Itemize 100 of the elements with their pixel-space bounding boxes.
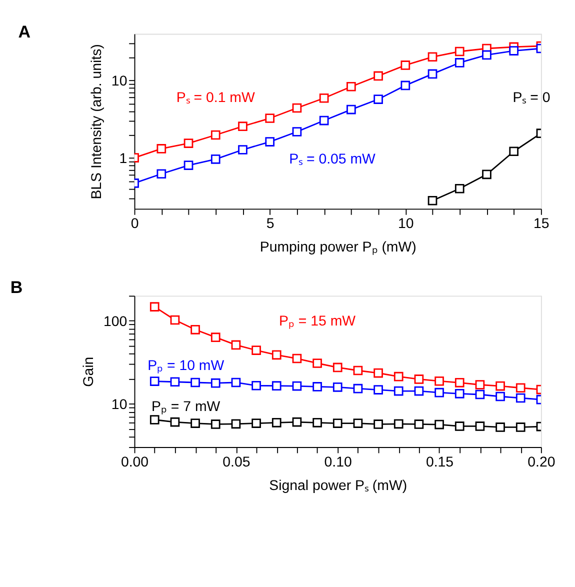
point xyxy=(374,94,383,104)
y-axis-title: BLS Intensity (arb. units) xyxy=(89,44,106,200)
point xyxy=(374,368,383,378)
series-label: Pₚ = 7 mW xyxy=(152,398,221,415)
series-label: Pₚ = 15 mW xyxy=(279,313,356,330)
point xyxy=(374,420,383,429)
point xyxy=(319,116,329,126)
point xyxy=(509,46,519,56)
point xyxy=(156,169,166,179)
point xyxy=(252,346,261,355)
point xyxy=(210,154,220,164)
point xyxy=(184,160,194,170)
point xyxy=(170,315,180,325)
point xyxy=(428,196,438,206)
point xyxy=(292,103,302,113)
point xyxy=(482,50,492,60)
x-tick-label: 10 xyxy=(398,216,414,232)
point xyxy=(184,138,194,148)
point xyxy=(454,58,464,68)
series-label: Pₚ = 10 mW xyxy=(148,358,225,374)
point xyxy=(475,390,485,400)
point xyxy=(434,388,444,398)
point xyxy=(475,380,485,390)
point xyxy=(332,382,342,392)
point xyxy=(265,114,275,123)
y-tick-label: 10 xyxy=(111,74,128,90)
y-tick-label: 100 xyxy=(104,314,128,330)
point xyxy=(346,104,356,114)
point xyxy=(454,422,464,431)
point xyxy=(210,420,220,429)
point xyxy=(400,60,410,70)
point xyxy=(374,385,383,394)
series-label: Pₛ = 0.05 mW xyxy=(289,151,376,168)
point xyxy=(292,127,302,136)
point xyxy=(190,418,200,428)
point xyxy=(400,80,410,90)
point xyxy=(210,378,220,388)
point xyxy=(346,82,356,92)
point xyxy=(150,302,160,312)
point xyxy=(496,381,505,391)
point xyxy=(353,418,363,428)
series-label: Pₛ = 0.1 mW xyxy=(176,90,256,106)
point xyxy=(332,362,342,372)
point xyxy=(252,418,261,428)
point xyxy=(292,417,302,427)
point xyxy=(238,145,248,154)
point xyxy=(394,419,404,429)
x-tick-label: 0 xyxy=(130,216,139,232)
chart-title: B xyxy=(10,278,23,297)
x-tick-label: 0.20 xyxy=(528,454,556,470)
point xyxy=(394,386,404,396)
point xyxy=(454,388,464,398)
point xyxy=(454,184,464,194)
point xyxy=(190,378,200,388)
point xyxy=(374,71,383,81)
point xyxy=(210,130,220,140)
point xyxy=(150,376,160,386)
point xyxy=(509,146,519,156)
point xyxy=(414,374,424,384)
x-axis-title: Signal power Pₛ (mW) xyxy=(269,478,408,494)
point xyxy=(496,422,505,432)
point xyxy=(428,69,438,79)
x-tick-label: 5 xyxy=(266,216,274,232)
series-label: Pₛ = 0 xyxy=(512,90,550,106)
point xyxy=(428,52,438,62)
x-tick-label: 0.15 xyxy=(426,454,454,470)
point xyxy=(170,417,180,427)
point xyxy=(516,383,526,393)
point xyxy=(272,381,282,390)
point xyxy=(292,354,302,364)
point xyxy=(210,332,220,342)
point xyxy=(332,418,342,428)
point xyxy=(482,170,492,180)
x-axis-title: Pumping power Pₚ (mW) xyxy=(260,240,416,256)
point xyxy=(516,422,526,432)
point xyxy=(231,378,241,388)
point xyxy=(353,366,363,376)
point xyxy=(312,382,322,392)
point xyxy=(292,381,302,391)
x-tick-label: 0.10 xyxy=(324,454,352,470)
point xyxy=(150,415,160,424)
y-tick-label: 10 xyxy=(111,396,128,413)
point xyxy=(170,377,180,387)
point xyxy=(272,418,282,428)
point xyxy=(434,420,444,430)
x-tick-label: 0.05 xyxy=(222,454,250,470)
point xyxy=(252,380,261,390)
point xyxy=(414,386,424,396)
point xyxy=(312,418,322,428)
point xyxy=(394,372,404,382)
x-tick-label: 15 xyxy=(534,216,550,232)
chart-title: A xyxy=(18,22,31,42)
point xyxy=(231,419,241,429)
point xyxy=(238,122,248,131)
point xyxy=(496,392,505,402)
point xyxy=(319,93,329,103)
point xyxy=(272,350,282,360)
point xyxy=(231,340,241,350)
point xyxy=(190,324,200,334)
point xyxy=(475,422,485,431)
